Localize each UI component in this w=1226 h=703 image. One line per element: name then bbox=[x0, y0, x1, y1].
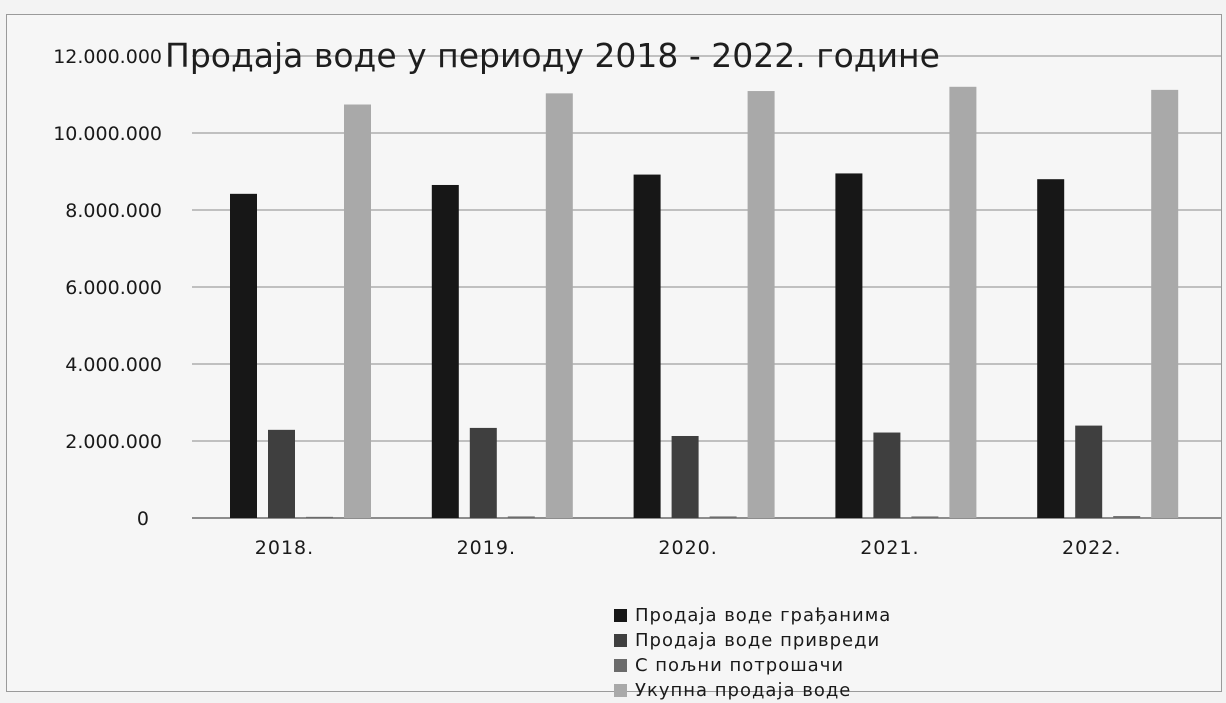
bar-2022-series-2 bbox=[1075, 425, 1103, 518]
legend-label: Продаја воде грађанима bbox=[635, 605, 892, 626]
y-tick-label: 2.000.000 bbox=[65, 431, 162, 453]
x-tick-label: 2019. bbox=[457, 537, 516, 559]
bar-2022-series-3 bbox=[1113, 516, 1141, 518]
bars bbox=[230, 86, 1179, 519]
bar-2020-series-2 bbox=[671, 435, 699, 518]
bar-2020-series-3 bbox=[709, 516, 737, 518]
legend: Продаја воде грађанима Продаја воде привр… bbox=[614, 603, 891, 703]
y-tick-label: 0 bbox=[137, 508, 149, 530]
x-axis-ticks: 2018. 2019. 2020. 2021. 2022. bbox=[255, 537, 1121, 559]
legend-label: Продаја воде привреди bbox=[635, 630, 881, 651]
x-tick-label: 2020. bbox=[658, 537, 717, 559]
chart-frame: 0 2.000.000 4.000.000 6.000.000 8.000.000 10.… bbox=[6, 14, 1222, 701]
x-tick-label: 2018. bbox=[255, 537, 314, 559]
legend-swatch bbox=[614, 634, 627, 647]
bar-2019-series-4 bbox=[545, 93, 573, 518]
legend-item: Продаја воде привреди bbox=[614, 628, 891, 653]
legend-item: Продаја воде грађанима bbox=[614, 603, 891, 628]
y-tick-label: 4.000.000 bbox=[65, 354, 162, 376]
y-axis-ticks: 0 2.000.000 4.000.000 6.000.000 8.000.000 10.… bbox=[53, 46, 162, 530]
bar-2020-series-1 bbox=[633, 174, 661, 518]
bar-2018-series-2 bbox=[268, 429, 295, 518]
legend-label: С пољни потрошачи bbox=[635, 655, 845, 676]
y-tick-label: 12.000.000 bbox=[53, 46, 162, 68]
y-tick-label: 10.000.000 bbox=[53, 123, 162, 145]
bar-2019-series-2 bbox=[469, 427, 497, 518]
legend-label: Укупна продаја воде bbox=[635, 680, 852, 701]
bar-2018-series-1 bbox=[230, 193, 257, 518]
bar-2021-series-4 bbox=[949, 86, 977, 519]
y-tick-label: 8.000.000 bbox=[65, 200, 162, 222]
bar-2022-series-1 bbox=[1037, 179, 1065, 518]
legend-swatch bbox=[614, 659, 627, 672]
bar-chart: 0 2.000.000 4.000.000 6.000.000 8.000.000 10.… bbox=[53, 36, 1221, 559]
legend-item: Укупна продаја воде bbox=[614, 678, 891, 703]
legend-swatch bbox=[614, 609, 627, 622]
bar-2020-series-4 bbox=[747, 91, 775, 518]
bar-2021-series-3 bbox=[911, 516, 939, 518]
bar-2022-series-4 bbox=[1151, 89, 1179, 518]
bar-2021-series-2 bbox=[873, 432, 901, 518]
chart-title: Продаја воде у периоду 2018 - 2022. годи… bbox=[165, 36, 940, 75]
bar-2018-series-4 bbox=[344, 104, 371, 518]
legend-swatch bbox=[614, 684, 627, 697]
x-tick-label: 2022. bbox=[1062, 537, 1121, 559]
legend-item: С пољни потрошачи bbox=[614, 653, 891, 678]
x-tick-label: 2021. bbox=[860, 537, 919, 559]
bar-2018-series-3 bbox=[306, 516, 333, 519]
bar-2019-series-1 bbox=[431, 184, 459, 518]
y-tick-label: 6.000.000 bbox=[65, 277, 162, 299]
bar-2019-series-3 bbox=[507, 516, 535, 518]
bar-2021-series-1 bbox=[835, 173, 863, 519]
